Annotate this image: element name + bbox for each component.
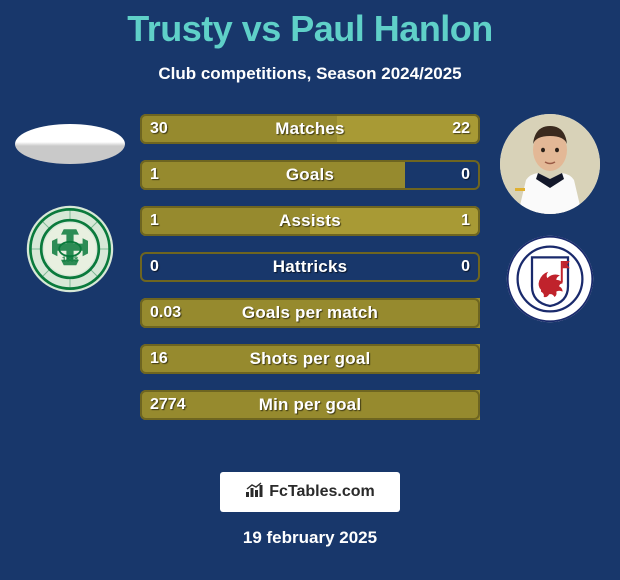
- stat-label: Matches: [140, 114, 480, 144]
- stat-row-goals: Goals1 0: [140, 160, 480, 190]
- watermark-chart-icon: [245, 482, 265, 503]
- stat-right-value: 1: [451, 206, 480, 236]
- left-player-photo-placeholder: [15, 124, 125, 164]
- subtitle: Club competitions, Season 2024/2025: [0, 64, 620, 84]
- right-player-photo: [500, 114, 600, 214]
- watermark-text: FcTables.com: [269, 483, 375, 501]
- svg-text:1888: 1888: [62, 255, 78, 264]
- comparison-panel: 1888: [0, 114, 620, 454]
- stat-left-value: 2774: [140, 390, 196, 420]
- page-title: Trusty vs Paul Hanlon: [0, 0, 620, 50]
- stat-row-goals-per-match: Goals per match0.03: [140, 298, 480, 328]
- raith-club-logo: [505, 234, 595, 324]
- right-player-column: [490, 114, 610, 324]
- stat-left-value: 0: [140, 252, 169, 282]
- stat-right-value: 22: [442, 114, 480, 144]
- stat-right-value: 0: [451, 160, 480, 190]
- stat-label: Goals: [140, 160, 480, 190]
- stat-label: Shots per goal: [140, 344, 480, 374]
- stat-row-hattricks: Hattricks0 0: [140, 252, 480, 282]
- left-player-column: 1888: [10, 114, 130, 294]
- stat-label: Hattricks: [140, 252, 480, 282]
- celtic-club-logo: 1888: [25, 204, 115, 294]
- stat-left-value: 0.03: [140, 298, 191, 328]
- stat-row-min-per-goal: Min per goal2774: [140, 390, 480, 420]
- fctables-watermark: FcTables.com: [220, 472, 400, 512]
- stat-row-assists: Assists1 1: [140, 206, 480, 236]
- comparison-bars: Matches3022Goals10Assists11Hattricks00Go…: [140, 114, 480, 436]
- bars-icon: [245, 482, 265, 498]
- stat-row-matches: Matches30 22: [140, 114, 480, 144]
- stat-right-value: 0: [451, 252, 480, 282]
- stat-left-value: 1: [140, 160, 169, 190]
- stat-label: Assists: [140, 206, 480, 236]
- stat-left-value: 30: [140, 114, 178, 144]
- stat-left-value: 16: [140, 344, 178, 374]
- stat-left-value: 1: [140, 206, 169, 236]
- stat-row-shots-per-goal: Shots per goal16: [140, 344, 480, 374]
- date-label: 19 february 2025: [0, 528, 620, 548]
